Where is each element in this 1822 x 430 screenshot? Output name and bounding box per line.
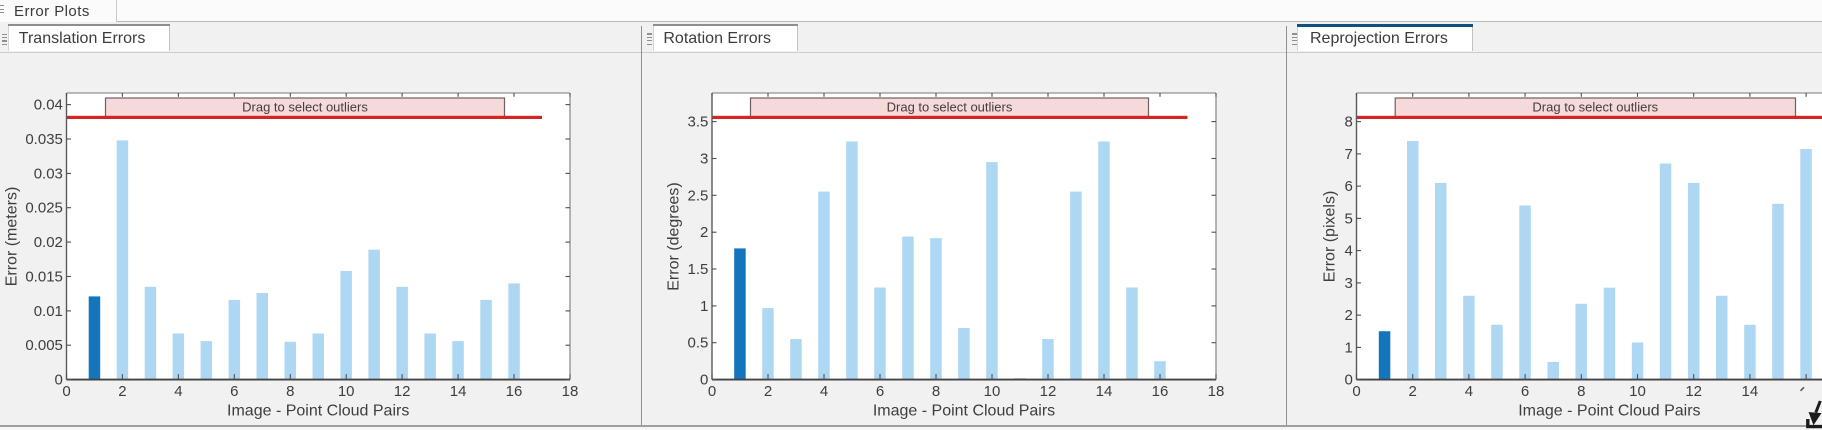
svg-text:0: 0	[708, 383, 716, 400]
svg-text:2: 2	[1409, 383, 1417, 400]
svg-text:10: 10	[1629, 383, 1646, 400]
svg-text:5: 5	[1345, 210, 1353, 227]
svg-text:2: 2	[118, 383, 126, 400]
svg-text:16: 16	[506, 383, 523, 400]
svg-text:0.02: 0.02	[34, 234, 63, 251]
svg-text:4: 4	[820, 383, 828, 400]
svg-text:Image - Point Cloud Pairs: Image - Point Cloud Pairs	[1518, 403, 1700, 420]
svg-text:0.03: 0.03	[34, 165, 63, 182]
svg-text:0.04: 0.04	[34, 97, 63, 114]
svg-text:18: 18	[1208, 383, 1225, 400]
svg-text:8: 8	[1345, 114, 1353, 131]
svg-text:0: 0	[55, 372, 63, 389]
svg-text:Image - Point Cloud Pairs: Image - Point Cloud Pairs	[227, 403, 409, 420]
svg-text:12: 12	[1685, 383, 1702, 400]
svg-text:0.01: 0.01	[34, 303, 63, 320]
svg-text:0: 0	[62, 383, 70, 400]
svg-text:1: 1	[700, 298, 708, 315]
svg-text:0.015: 0.015	[25, 269, 63, 286]
svg-text:4: 4	[174, 383, 182, 400]
svg-text:0.5: 0.5	[688, 335, 709, 352]
svg-text:1.5: 1.5	[688, 261, 709, 278]
svg-text:10: 10	[984, 383, 1001, 400]
svg-text:6: 6	[1521, 383, 1529, 400]
svg-text:8: 8	[932, 383, 940, 400]
svg-text:14: 14	[1742, 383, 1759, 400]
svg-text:8: 8	[286, 383, 294, 400]
svg-text:Drag to select outliers: Drag to select outliers	[1532, 100, 1658, 115]
svg-text:12: 12	[1040, 383, 1057, 400]
svg-text:0: 0	[700, 372, 708, 389]
svg-text:16: 16	[1152, 383, 1169, 400]
svg-text:0.035: 0.035	[25, 131, 63, 148]
svg-text:3.5: 3.5	[688, 114, 709, 131]
svg-text:2: 2	[700, 224, 708, 241]
svg-text:12: 12	[394, 383, 411, 400]
svg-text:0.025: 0.025	[25, 200, 63, 217]
svg-text:10: 10	[338, 383, 355, 400]
svg-text:3: 3	[1345, 275, 1353, 292]
svg-text:14: 14	[1096, 383, 1113, 400]
svg-text:7: 7	[1345, 146, 1353, 163]
svg-text:Error (meters): Error (meters)	[3, 187, 20, 287]
svg-text:14: 14	[450, 383, 467, 400]
svg-text:0.005: 0.005	[25, 337, 63, 354]
svg-text:0: 0	[1352, 383, 1360, 400]
svg-text:Drag to select outliers: Drag to select outliers	[887, 100, 1013, 115]
svg-text:2: 2	[764, 383, 772, 400]
svg-text:1: 1	[1345, 339, 1353, 356]
svg-text:2: 2	[1345, 307, 1353, 324]
svg-text:4: 4	[1345, 243, 1353, 260]
svg-text:2.5: 2.5	[688, 187, 709, 204]
svg-text:8: 8	[1577, 383, 1585, 400]
svg-text:6: 6	[1345, 178, 1353, 195]
svg-text:Image - Point Cloud Pairs: Image - Point Cloud Pairs	[873, 403, 1055, 420]
svg-text:6: 6	[876, 383, 884, 400]
svg-text:0: 0	[1345, 372, 1353, 389]
svg-text:Drag to select outliers: Drag to select outliers	[242, 100, 368, 115]
svg-text:4: 4	[1465, 383, 1473, 400]
svg-text:Error (pixels): Error (pixels)	[1322, 191, 1339, 283]
svg-text:18: 18	[562, 383, 579, 400]
svg-text:Error (degrees): Error (degrees)	[666, 182, 683, 290]
svg-text:3: 3	[700, 151, 708, 168]
svg-text:6: 6	[230, 383, 238, 400]
